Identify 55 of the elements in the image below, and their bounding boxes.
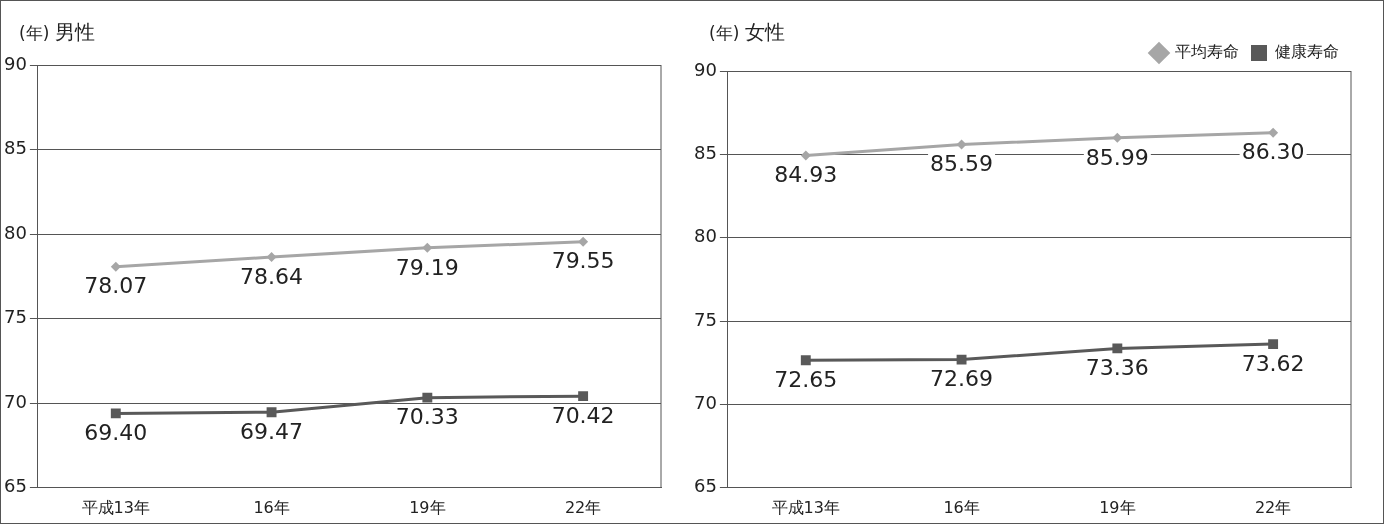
data-label: 72.65 (774, 366, 838, 392)
data-label: 69.40 (84, 420, 148, 446)
y-tick-label: 90 (4, 52, 27, 74)
y-axis-title: (年) (709, 23, 740, 43)
point (956, 354, 967, 365)
data-label: 86.30 (1241, 139, 1305, 165)
x-tick-label: 22年 (1254, 497, 1292, 517)
x-tick-label: 22年 (564, 497, 602, 517)
data-label: 70.42 (551, 402, 615, 428)
chart-title: 女性 (745, 20, 786, 44)
y-tick-label: 75 (694, 308, 717, 330)
data-label: 79.55 (551, 248, 615, 274)
legend-label: 平均寿命 (1175, 42, 1239, 62)
data-label: 85.59 (930, 151, 994, 177)
point (800, 355, 811, 366)
data-label: 78.07 (84, 273, 148, 299)
data-label: 73.62 (1241, 350, 1305, 376)
x-tick-label: 平成13年 (81, 497, 150, 517)
y-tick-label: 65 (4, 475, 27, 497)
y-tick-label: 75 (4, 306, 27, 328)
y-tick-label: 80 (694, 225, 717, 247)
data-label: 70.33 (395, 404, 459, 430)
point (956, 139, 967, 150)
x-tick-label: 平成13年 (771, 497, 840, 517)
data-label: 79.19 (395, 254, 459, 280)
point (1268, 127, 1279, 138)
point (578, 236, 589, 247)
x-tick-label: 19年 (409, 497, 446, 517)
y-tick-label: 70 (4, 390, 27, 412)
x-tick-label: 16年 (253, 497, 290, 517)
point (1268, 339, 1279, 350)
point (110, 261, 121, 272)
x-tick-label: 16年 (943, 497, 980, 517)
x-tick-label: 19年 (1099, 497, 1136, 517)
point (578, 391, 589, 402)
y-axis-title: (年) (19, 23, 50, 43)
data-label: 84.93 (774, 162, 838, 188)
y-tick-label: 85 (4, 137, 27, 159)
data-label: 73.36 (1085, 355, 1149, 381)
point (1112, 343, 1123, 354)
legend-label: 健康寿命 (1275, 42, 1339, 62)
point (266, 407, 277, 418)
y-tick-label: 90 (694, 58, 717, 80)
point (422, 392, 433, 403)
point (800, 150, 811, 161)
y-tick-label: 65 (694, 475, 717, 497)
data-label: 72.69 (930, 366, 994, 392)
y-tick-label: 80 (4, 221, 27, 243)
data-label: 85.99 (1085, 144, 1149, 170)
point (110, 408, 121, 419)
y-tick-label: 70 (694, 392, 717, 414)
data-label: 69.47 (240, 418, 304, 444)
chart-title: 男性 (55, 20, 96, 44)
data-label: 78.64 (240, 263, 304, 289)
y-tick-label: 85 (694, 142, 717, 164)
